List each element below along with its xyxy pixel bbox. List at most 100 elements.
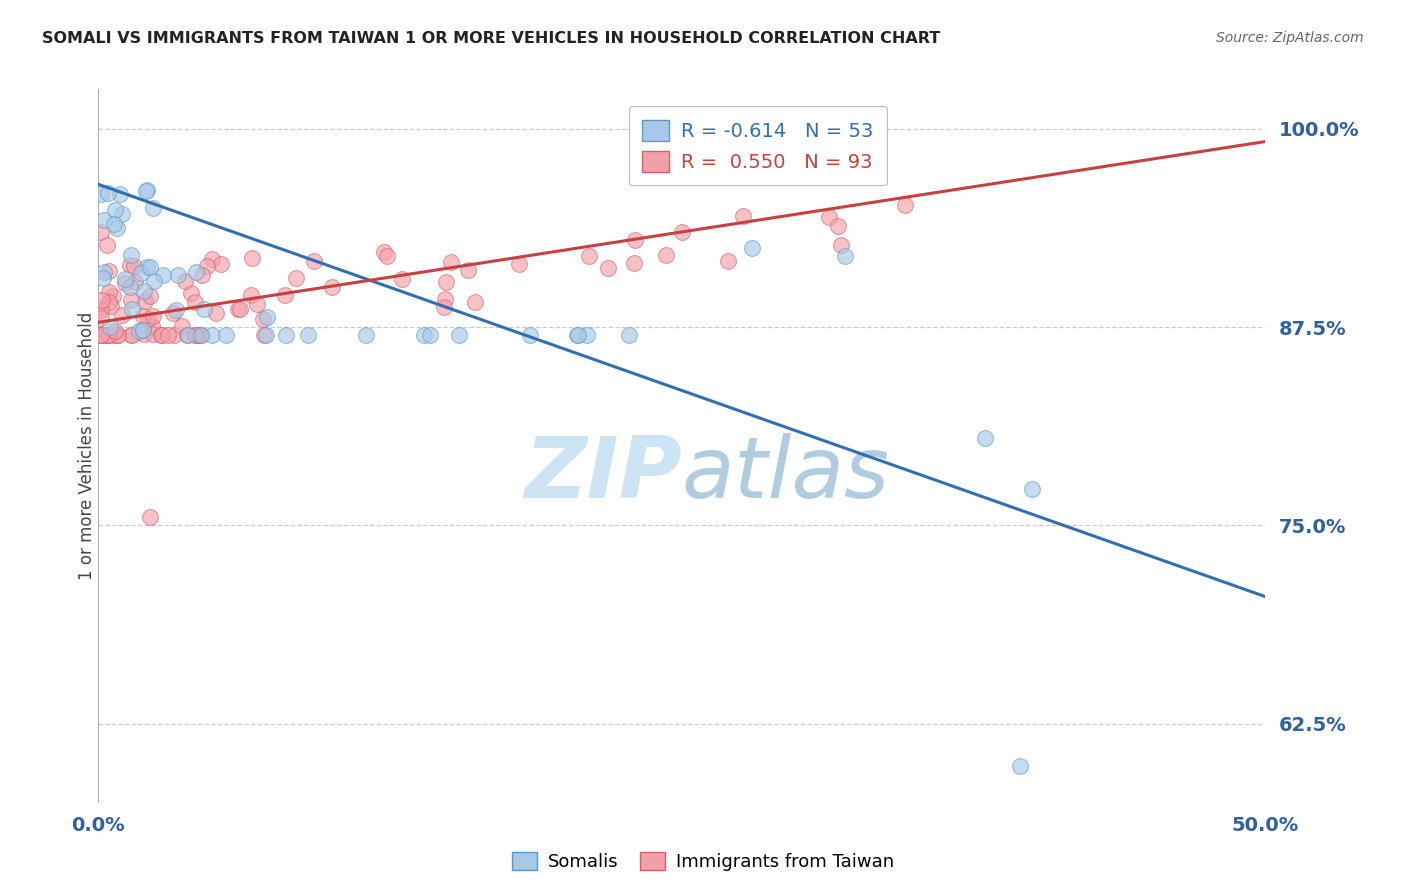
Point [173,274,195,288]
Point [186,328,208,343]
Point [177,328,200,343]
Point [132,327,155,342]
Point [111,308,134,322]
Point [741,241,763,255]
Point [121,328,143,343]
Point [297,328,319,343]
Point [121,301,143,316]
Point [508,257,530,271]
Point [565,328,588,343]
Point [98,320,121,334]
Point [575,328,598,343]
Point [90,328,112,343]
Point [183,294,205,309]
Point [391,272,413,286]
Point [302,253,325,268]
Point [163,328,186,343]
Point [191,268,214,282]
Text: Source: ZipAtlas.com: Source: ZipAtlas.com [1216,31,1364,45]
Point [90,186,112,201]
Point [827,219,849,233]
Point [120,293,142,307]
Point [193,301,215,316]
Point [135,184,157,198]
Point [447,328,470,343]
Legend: Somalis, Immigrants from Taiwan: Somalis, Immigrants from Taiwan [505,845,901,879]
Point [190,328,212,343]
Point [139,289,162,303]
Point [180,286,202,301]
Point [107,328,129,343]
Point [142,202,165,216]
Point [274,288,297,302]
Point [114,277,136,291]
Point [152,268,174,282]
Point [103,324,125,338]
Point [143,274,166,288]
Point [134,293,156,308]
Point [120,259,142,273]
Point [184,265,207,279]
Point [90,310,112,325]
Point [93,212,115,227]
Point [974,431,997,445]
Point [114,272,136,286]
Point [165,302,187,317]
Point [90,225,112,239]
Point [131,323,153,337]
Point [96,328,118,343]
Point [201,252,224,266]
Point [731,209,754,223]
Point [120,248,142,262]
Point [253,328,276,343]
Point [190,328,212,343]
Point [90,328,112,343]
Point [375,249,398,263]
Point [141,318,163,333]
Point [187,328,209,343]
Point [246,297,269,311]
Point [567,328,589,343]
Point [274,328,297,343]
Point [373,245,395,260]
Point [623,256,645,270]
Point [96,238,118,252]
Point [818,211,841,225]
Point [655,247,678,261]
Point [256,310,278,324]
Text: SOMALI VS IMMIGRANTS FROM TAIWAN 1 OR MORE VEHICLES IN HOUSEHOLD CORRELATION CHA: SOMALI VS IMMIGRANTS FROM TAIWAN 1 OR MO… [42,31,941,46]
Point [321,280,343,294]
Point [830,238,852,252]
Point [132,309,155,323]
Point [91,270,114,285]
Point [167,268,190,282]
Point [183,328,205,343]
Point [176,328,198,343]
Text: ZIP: ZIP [524,433,682,516]
Point [136,312,159,326]
Point [96,328,118,343]
Point [98,295,121,310]
Point [209,257,232,271]
Point [624,233,647,247]
Point [228,302,250,317]
Point [98,264,121,278]
Point [90,300,112,314]
Point [132,284,155,298]
Point [142,309,165,323]
Point [136,183,159,197]
Point [457,263,479,277]
Point [433,292,456,306]
Point [440,255,463,269]
Point [128,325,150,339]
Point [464,295,486,310]
Point [195,259,218,273]
Point [90,303,112,318]
Point [894,198,917,212]
Point [150,328,173,343]
Point [103,217,125,231]
Point [105,328,128,343]
Point [98,285,121,300]
Point [93,265,115,279]
Point [419,328,441,343]
